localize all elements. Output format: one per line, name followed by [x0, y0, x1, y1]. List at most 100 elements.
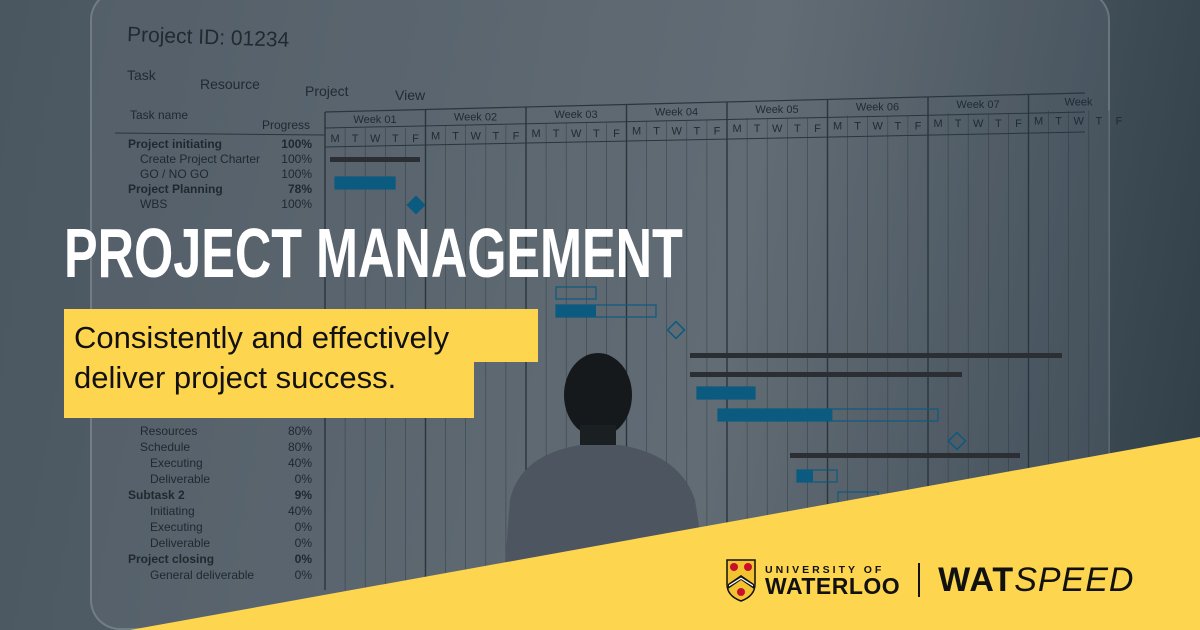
- day-label: F: [513, 131, 520, 143]
- week-label: Week: [1065, 97, 1093, 109]
- task-progress: 0%: [294, 552, 312, 566]
- week-label: Week 02: [454, 112, 497, 124]
- uw-bottom-text: WATERLOO: [765, 573, 901, 599]
- task-name: Initiating: [150, 504, 195, 518]
- week-label: Week 05: [755, 104, 798, 116]
- day-label: T: [754, 123, 761, 135]
- day-label: T: [794, 123, 801, 135]
- task-progress: 78%: [287, 182, 312, 196]
- task-progress: 80%: [287, 424, 312, 438]
- day-label: T: [392, 133, 399, 145]
- day-label: W: [772, 123, 783, 135]
- day-label: T: [593, 128, 600, 140]
- week-label: Week 04: [655, 107, 698, 119]
- day-label: M: [632, 126, 641, 138]
- day-label: T: [492, 131, 499, 143]
- day-label: F: [1015, 118, 1022, 130]
- task-name: Create Project Charter: [140, 152, 261, 166]
- day-label: F: [814, 123, 821, 135]
- header-divider: [114, 132, 326, 136]
- day-label: T: [854, 121, 861, 133]
- task-progress: 9%: [294, 488, 312, 502]
- col-task-name: Task name: [130, 108, 189, 122]
- subtitle-line-2: deliver project success.: [74, 360, 397, 395]
- menu-task: Task: [127, 67, 156, 83]
- day-label: W: [672, 126, 683, 138]
- grid-top: [324, 92, 1086, 113]
- task-name: Deliverable: [150, 472, 211, 486]
- day-label: T: [894, 121, 901, 133]
- task-name: WBS: [140, 197, 168, 211]
- logo-area: UNIVERSITY OF WATERLOO WAT SPEED: [725, 558, 1134, 602]
- logo-divider: [918, 563, 921, 597]
- day-label: M: [732, 123, 741, 135]
- day-label: F: [915, 121, 922, 133]
- task-name: Executing: [150, 456, 203, 470]
- task-name: Schedule: [140, 440, 191, 454]
- day-label: W: [571, 128, 582, 140]
- menu-resource: Resource: [200, 76, 260, 92]
- menu-view: View: [395, 87, 426, 103]
- summary-bar: [690, 372, 962, 377]
- day-label: T: [553, 128, 560, 140]
- day-label: M: [330, 133, 339, 145]
- task-bar: [556, 305, 596, 317]
- task-progress: 0%: [294, 568, 312, 582]
- day-label: T: [995, 118, 1002, 130]
- day-label: T: [955, 118, 962, 130]
- day-label: T: [1095, 116, 1102, 128]
- milestone-diamond: [947, 431, 967, 451]
- day-label: T: [352, 133, 359, 145]
- day-label: M: [933, 118, 942, 130]
- day-label: W: [471, 131, 482, 143]
- subtitle-line-1: Consistently and effectively: [74, 320, 450, 355]
- task-name: General deliverable: [150, 568, 255, 582]
- task-progress: 100%: [281, 197, 312, 211]
- waterloo-crest-icon: [726, 559, 756, 602]
- day-label: W: [1074, 116, 1085, 128]
- task-name: Project Planning: [128, 182, 223, 196]
- task-bar: [335, 177, 395, 189]
- day-label: W: [973, 118, 984, 130]
- task-bar: [718, 409, 833, 421]
- day-label: W: [873, 121, 884, 133]
- task-progress: 100%: [281, 167, 312, 181]
- week-label: Week 03: [554, 109, 597, 121]
- summary-bar: [790, 453, 1020, 458]
- milestone-diamond: [406, 195, 426, 215]
- day-label: F: [1116, 116, 1123, 128]
- grid-day-row: [324, 131, 1086, 148]
- task-name: Project initiating: [128, 137, 223, 151]
- watspeed-speed: SPEED: [1014, 560, 1135, 599]
- day-label: T: [452, 131, 459, 143]
- week-label: Week 06: [856, 102, 899, 114]
- task-name: Subtask 2: [128, 488, 185, 502]
- day-label: T: [653, 126, 660, 138]
- day-label: M: [1034, 116, 1043, 128]
- task-name: Resources: [140, 424, 198, 438]
- task-bar-outline: [555, 286, 597, 300]
- task-bar: [797, 470, 813, 482]
- task-name: Deliverable: [150, 536, 211, 550]
- watspeed-wat: WAT: [938, 560, 1015, 599]
- subtitle-box: Consistently and effectively deliver pro…: [64, 309, 538, 418]
- task-progress: 0%: [294, 536, 312, 550]
- task-name: Executing: [150, 520, 203, 534]
- task-progress: 40%: [287, 456, 312, 470]
- uw-top-text: UNIVERSITY OF: [765, 564, 885, 576]
- menu-project: Project: [305, 83, 349, 99]
- task-name: GO / NO GO: [140, 167, 209, 181]
- day-label: M: [431, 131, 440, 143]
- task-name: Project closing: [128, 552, 215, 566]
- grid-week-row: [324, 111, 1086, 129]
- task-progress: 40%: [287, 504, 312, 518]
- day-label: F: [714, 126, 721, 138]
- summary-bar: [330, 157, 420, 162]
- day-label: W: [370, 133, 381, 145]
- day-label: M: [833, 121, 842, 133]
- milestone-diamond: [666, 320, 686, 340]
- day-label: M: [531, 128, 540, 140]
- task-progress: 100%: [281, 137, 312, 151]
- task-progress: 0%: [294, 472, 312, 486]
